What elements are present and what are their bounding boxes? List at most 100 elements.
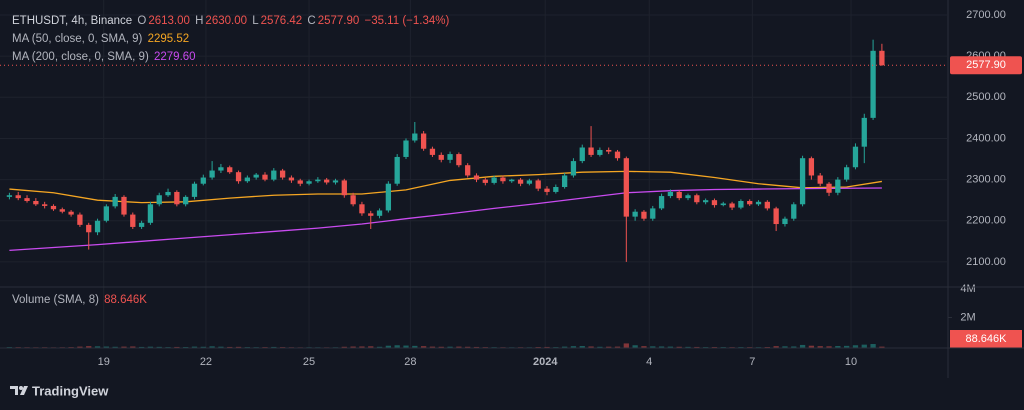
x-tick-label: 10 [845,356,857,368]
last-price-label: 2577.90 [966,59,1006,71]
candle-body [658,196,665,209]
volume-bar [667,346,674,348]
candle-body [235,172,242,182]
candle-body [465,165,471,176]
x-tick-label: 28 [404,356,416,368]
volume-bar [438,346,444,348]
candle-body [852,146,859,168]
candle-body [676,191,682,199]
volume-bar [791,346,797,348]
candle-body [324,179,330,183]
candle-body [218,167,224,171]
ma-value: 2295.52 [147,33,190,45]
volume-bar [174,346,180,348]
candle-body [156,195,162,205]
volume-bar [112,346,118,348]
candle-body [33,200,39,205]
volume-bar [138,346,145,348]
candle-body [509,179,515,182]
y-tick-label: 2300.00 [966,174,1006,186]
x-tick-label: 4 [646,356,652,368]
candle-body [561,175,568,188]
volume-bar [200,346,206,348]
candle-body [782,218,788,225]
candle-body [588,147,594,155]
candle-body [879,50,885,66]
volume-bar [77,346,83,348]
candle-body [517,179,524,184]
volume-bar [641,346,647,348]
last-price-box [950,56,1022,75]
candle-body [456,154,462,166]
volume-bar [368,346,374,348]
volume-bar [341,346,347,348]
ohlc-value: 2576.42 [260,15,303,27]
volume-bar [835,346,841,348]
volume-bar [685,346,691,348]
ohlc-label: C [307,15,316,27]
x-tick-label: 19 [98,356,110,368]
candle-body [112,196,118,207]
candle-body [773,208,779,225]
candle-body [597,149,603,155]
candle-body [606,149,612,152]
volume-tick-label: 4M [960,283,975,295]
candle-body [59,209,65,212]
candle-body [138,222,145,227]
ma-name: MA (200, close, 0, SMA, 9) [12,51,149,63]
candle-body [191,183,198,197]
candle-body [86,224,92,233]
volume-bar [227,346,233,348]
candle-body [826,183,832,193]
candle-body [764,201,770,209]
candle-body [650,208,656,219]
ohlc-label: L [252,15,259,27]
candle-body [861,117,867,147]
volume-bar [94,346,101,348]
volume-bar [156,346,162,348]
candle-body [403,140,409,157]
candle-body [50,205,57,210]
volume-bar [614,346,621,348]
candle-body [103,206,109,221]
volume-bar [650,346,656,348]
candle-body [694,195,700,203]
candle-body [870,50,876,118]
volume-bar [817,346,823,348]
volume-value-label: 88.646K [966,333,1008,345]
candle-body [165,191,171,196]
volume-value: 88.646K [104,294,147,306]
volume-bar [403,345,409,348]
candle-body [429,148,436,155]
volume-bar [852,345,859,348]
candle-body [614,151,621,159]
x-tick-label: 7 [749,356,755,368]
volume-bar [844,345,850,348]
volume-bar [588,346,594,348]
volume-bar [412,345,418,348]
candle-body [817,175,823,184]
ohlc-label: H [195,15,204,27]
candle-body [791,204,797,219]
candle-body [174,191,180,205]
candle-body [579,147,585,162]
symbol-legend: ETHUSDT, 4h, Binance O 2613.00 H 2630.00 L… [12,15,451,27]
candle-body [332,180,339,183]
volume-bar [103,346,109,348]
candle-body [747,200,753,205]
candle-body [844,167,850,180]
candle-body [544,188,550,192]
candle-body [738,200,744,208]
volume-bar [121,346,127,348]
y-tick-label: 2500.00 [966,91,1006,103]
y-tick-label: 2100.00 [966,256,1006,268]
candle-body [376,210,383,216]
volume-legend: Volume (SMA, 8) 88.646K [12,294,149,306]
candle-body [720,203,726,206]
candle-body [15,195,21,199]
volume-bar [86,346,92,348]
candle-body [491,177,497,183]
